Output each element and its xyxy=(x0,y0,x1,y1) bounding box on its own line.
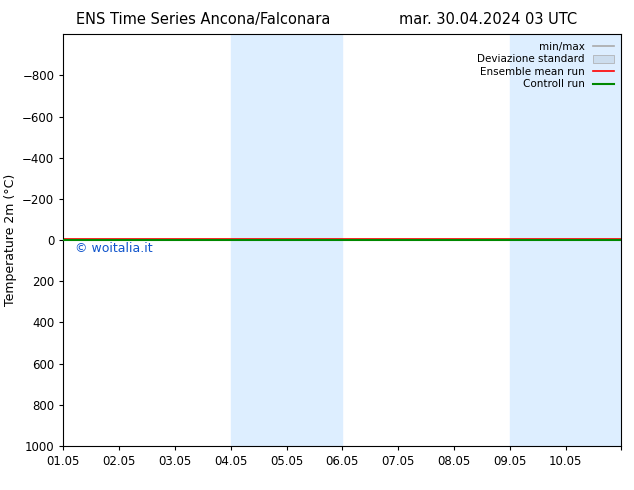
Text: © woitalia.it: © woitalia.it xyxy=(75,242,152,255)
Legend: min/max, Deviazione standard, Ensemble mean run, Controll run: min/max, Deviazione standard, Ensemble m… xyxy=(476,40,616,92)
Bar xyxy=(510,34,621,446)
Y-axis label: Temperature 2m (°C): Temperature 2m (°C) xyxy=(4,174,16,306)
Bar xyxy=(231,34,342,446)
Text: mar. 30.04.2024 03 UTC: mar. 30.04.2024 03 UTC xyxy=(399,12,578,27)
Text: ENS Time Series Ancona/Falconara: ENS Time Series Ancona/Falconara xyxy=(76,12,330,27)
